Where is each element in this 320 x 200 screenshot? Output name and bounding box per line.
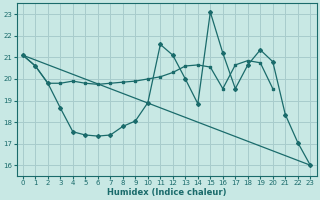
X-axis label: Humidex (Indice chaleur): Humidex (Indice chaleur) [107, 188, 226, 197]
